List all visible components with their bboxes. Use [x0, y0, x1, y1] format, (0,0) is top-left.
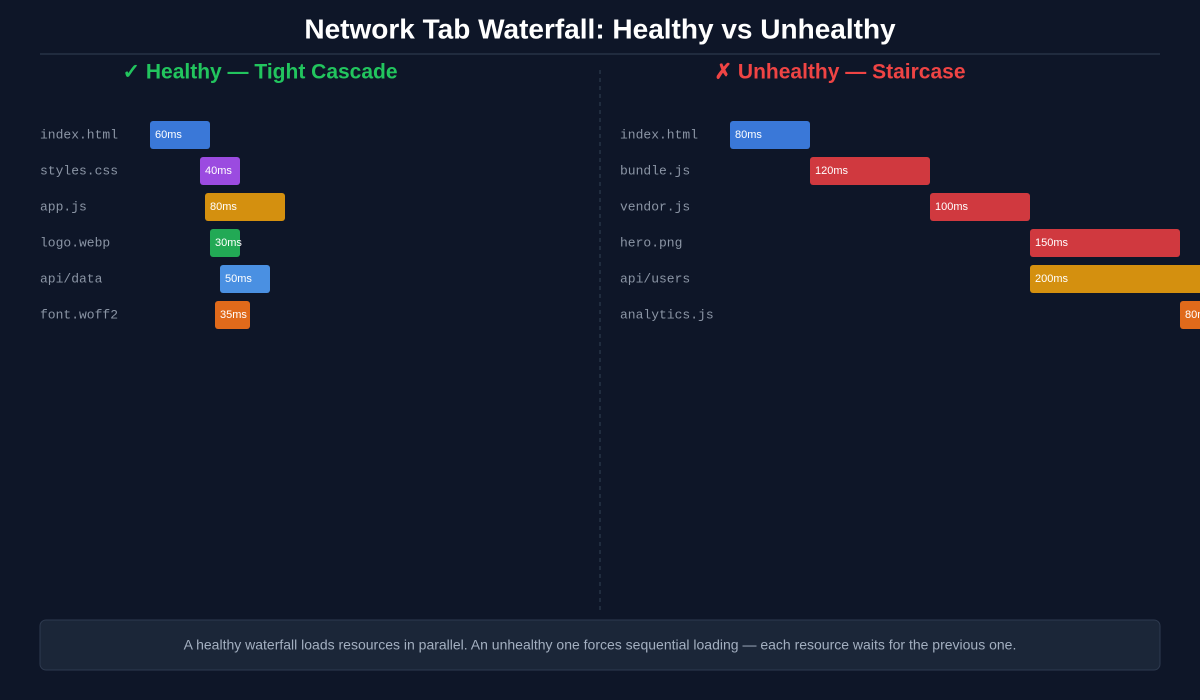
resource-name: font.woff2	[40, 307, 118, 322]
resource-name: api/users	[620, 271, 690, 286]
bar-label: 80ms	[210, 201, 237, 213]
bar-label: 120ms	[815, 165, 849, 177]
bar-label: 35ms	[220, 309, 247, 321]
bar	[205, 193, 285, 221]
resource-name: vendor.js	[620, 199, 690, 214]
resource-name: index.html	[620, 127, 698, 142]
bar-label: 80ms	[1185, 309, 1200, 321]
bar	[200, 157, 240, 185]
bar	[1030, 265, 1200, 293]
panel-title: ✗ Unhealthy — Staircase	[714, 61, 965, 84]
bar	[1180, 301, 1200, 329]
bar-label: 80ms	[735, 129, 762, 141]
note: A healthy waterfall loads resources in p…	[184, 637, 1017, 653]
bar	[810, 157, 930, 185]
bar	[220, 265, 270, 293]
resource-name: api/data	[40, 271, 103, 286]
bar-label: 100ms	[935, 201, 969, 213]
resource-name: logo.webp	[40, 235, 110, 250]
bar	[930, 193, 1030, 221]
bar	[210, 229, 240, 257]
resource-name: hero.png	[620, 235, 682, 250]
bar	[150, 121, 210, 149]
bar-label: 30ms	[215, 237, 242, 249]
bar-label: 150ms	[1035, 237, 1069, 249]
resource-name: index.html	[40, 127, 118, 142]
page-title: Network Tab Waterfall: Healthy vs Unheal…	[304, 13, 896, 44]
resource-name: bundle.js	[620, 163, 690, 178]
note-box	[39, 619, 1161, 671]
bar-label: 200ms	[1035, 273, 1069, 285]
resource-name: app.js	[40, 199, 87, 214]
bar-label: 50ms	[225, 273, 252, 285]
bar-label: 40ms	[205, 165, 232, 177]
bar	[1030, 229, 1180, 257]
panel-title: ✓ Healthy — Tight Cascade	[122, 61, 397, 84]
bar	[215, 301, 250, 329]
bar	[730, 121, 810, 149]
bar-label: 60ms	[155, 129, 182, 141]
resource-name: styles.css	[40, 163, 118, 178]
resource-name: analytics.js	[620, 307, 714, 322]
